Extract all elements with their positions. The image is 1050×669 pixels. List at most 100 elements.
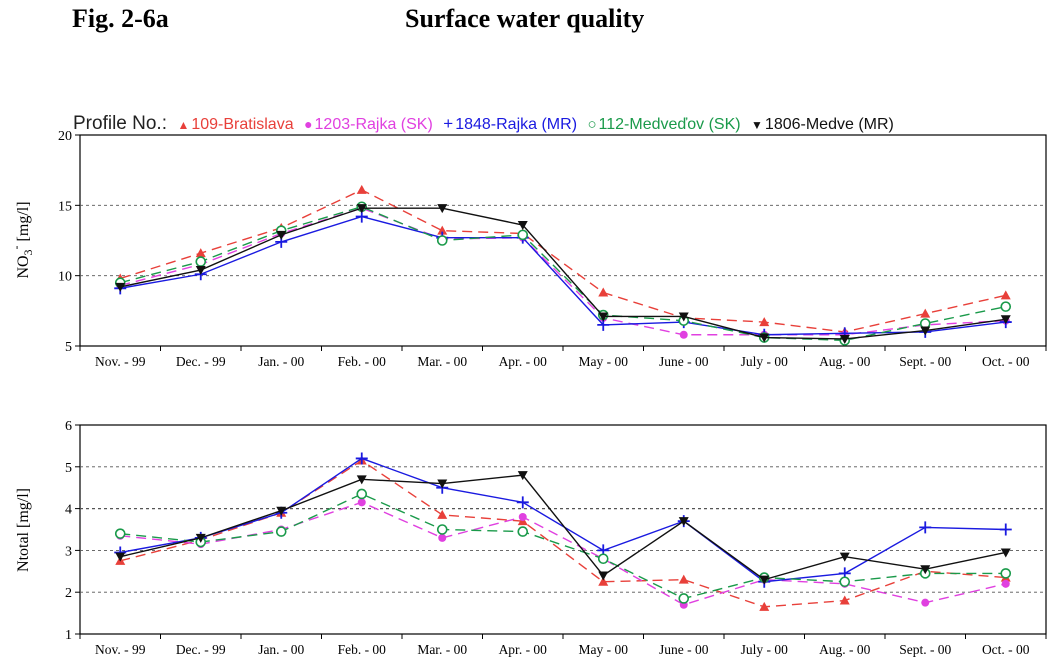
x-tick-label: May - 00	[579, 642, 629, 657]
plus-marker	[355, 452, 368, 465]
filled-circle-marker	[1001, 579, 1010, 588]
legend-prefix: Profile No.:	[73, 113, 167, 134]
plus-marker	[919, 521, 932, 534]
filled-circle-marker	[679, 330, 688, 339]
x-tick-label: Dec. - 99	[176, 642, 226, 657]
legend-label: 1806-Medve (MR)	[764, 116, 894, 133]
triangle-down-marker	[920, 565, 931, 575]
plus-icon: +	[443, 114, 454, 133]
triangle-up-marker	[195, 248, 206, 258]
plus-marker	[999, 523, 1012, 536]
triangle-down-marker	[356, 204, 367, 214]
triangle-down-marker	[195, 533, 206, 543]
open-circle-marker	[356, 488, 368, 500]
triangle-up-marker	[437, 509, 448, 519]
triangle-down-marker	[839, 552, 850, 562]
triangle-down-marker	[356, 475, 367, 485]
plot-frame	[79, 134, 1047, 347]
series-112-medve-ov-sk-	[114, 201, 1012, 346]
triangle-down-marker	[115, 552, 126, 562]
y-axis-label: NO3- [mg/l]	[9, 201, 35, 278]
y-tick-label: 10	[58, 270, 72, 285]
series-line	[120, 205, 1006, 342]
x-tick-label: Aug. - 00	[819, 642, 871, 657]
x-tick-label: Apr. - 00	[499, 354, 548, 369]
x-tick-label: Feb. - 00	[338, 354, 387, 369]
y-axis-label-subscript: 3	[21, 249, 35, 255]
triangle-down-marker	[598, 312, 609, 322]
triangle-down-marker	[276, 230, 287, 240]
triangle-down-marker	[598, 571, 609, 581]
triangle-down-marker	[920, 326, 931, 336]
series-109-bratislava	[115, 184, 1011, 336]
triangle-down-marker	[276, 506, 287, 516]
y-tick-label: 5	[65, 461, 72, 476]
legend-label: 112-Medveďov (SK)	[598, 116, 741, 133]
open-circle-marker	[1000, 301, 1012, 312]
y-axis-label-main: NO	[15, 255, 32, 278]
open-circle-marker	[517, 526, 529, 537]
triangle-down-marker	[1000, 548, 1011, 558]
filled-circle-marker	[921, 598, 930, 607]
triangle-down-marker	[437, 204, 448, 214]
filled-circle-marker	[438, 533, 447, 542]
y-tick-label: 4	[65, 503, 72, 518]
triangle-up-marker	[1000, 290, 1011, 300]
series-line	[120, 459, 1006, 608]
x-tick-label: Mar. - 00	[417, 642, 467, 657]
legend-label: 1203-Rajka (SK)	[314, 116, 433, 133]
triangle-down-marker	[517, 471, 528, 481]
triangle-up-marker	[356, 184, 367, 194]
x-tick-label: Sept. - 00	[899, 354, 951, 369]
y-tick-label: 2	[65, 586, 72, 601]
triangle-down-marker	[759, 333, 770, 343]
triangle-down-marker	[678, 517, 689, 527]
triangle-up-marker	[598, 287, 609, 297]
filled-circle-marker	[357, 498, 366, 507]
triangle-up-marker	[839, 595, 850, 605]
open-circle-marker	[678, 593, 690, 604]
triangle-up-icon: ▲	[177, 118, 190, 132]
figure-label: Fig. 2-6a	[72, 4, 169, 33]
x-tick-label: Sept. - 00	[899, 642, 951, 657]
triangle-down-marker	[115, 282, 126, 292]
series-line	[120, 189, 1006, 333]
series-109-bratislava	[115, 455, 1011, 611]
y-tick-label: 6	[65, 419, 72, 434]
open-circle-marker	[839, 576, 851, 588]
x-tick-label: June - 00	[659, 642, 709, 657]
triangle-down-marker	[1000, 315, 1011, 325]
triangle-down-marker	[678, 312, 689, 322]
series-1848-rajka-mr-	[114, 452, 1012, 588]
no3-chart: 5 10 15 20 Nov. - 99 Dec. - 99 Jan. - 00 Feb. -…	[9, 129, 1047, 369]
y-axis-label-superscript: -	[9, 245, 23, 249]
y-tick-label: 5	[65, 340, 72, 355]
x-tick-label: July - 00	[741, 642, 789, 657]
triangle-up-marker	[759, 317, 770, 327]
legend-item-1848-rajka-mr: +1848-Rajka (MR)	[443, 114, 577, 133]
figure-title: Surface water quality	[405, 4, 645, 33]
triangle-down-marker	[517, 221, 528, 231]
x-tick-label: May - 00	[579, 354, 629, 369]
open-circle-marker	[114, 528, 126, 539]
plus-marker	[516, 496, 529, 509]
series-line	[120, 501, 1006, 606]
x-tick-label: Feb. - 00	[338, 642, 387, 657]
triangle-up-marker	[920, 308, 931, 318]
x-tick-label: Jan. - 00	[258, 642, 304, 657]
y-axis-label: Ntotal [mg/l]	[15, 488, 32, 572]
open-circle-icon: ○	[587, 116, 597, 133]
open-circle-marker	[436, 524, 448, 535]
triangle-up-marker	[598, 576, 609, 586]
y-tick-label: 20	[58, 129, 72, 144]
legend-item-112-medvedov-sk: ○ 112-Medveďov (SK)	[587, 116, 740, 133]
triangle-up-marker	[759, 601, 770, 611]
triangle-down-marker	[759, 575, 770, 585]
triangle-up-marker	[437, 225, 448, 235]
legend-item-109-bratislava: ▲ 109-Bratislava	[177, 116, 293, 133]
legend-item-1806-medve-mr: ▼ 1806-Medve (MR)	[751, 116, 894, 133]
triangle-down-icon: ▼	[751, 118, 763, 132]
open-circle-marker	[275, 526, 287, 537]
x-tick-label: Jan. - 00	[258, 354, 304, 369]
